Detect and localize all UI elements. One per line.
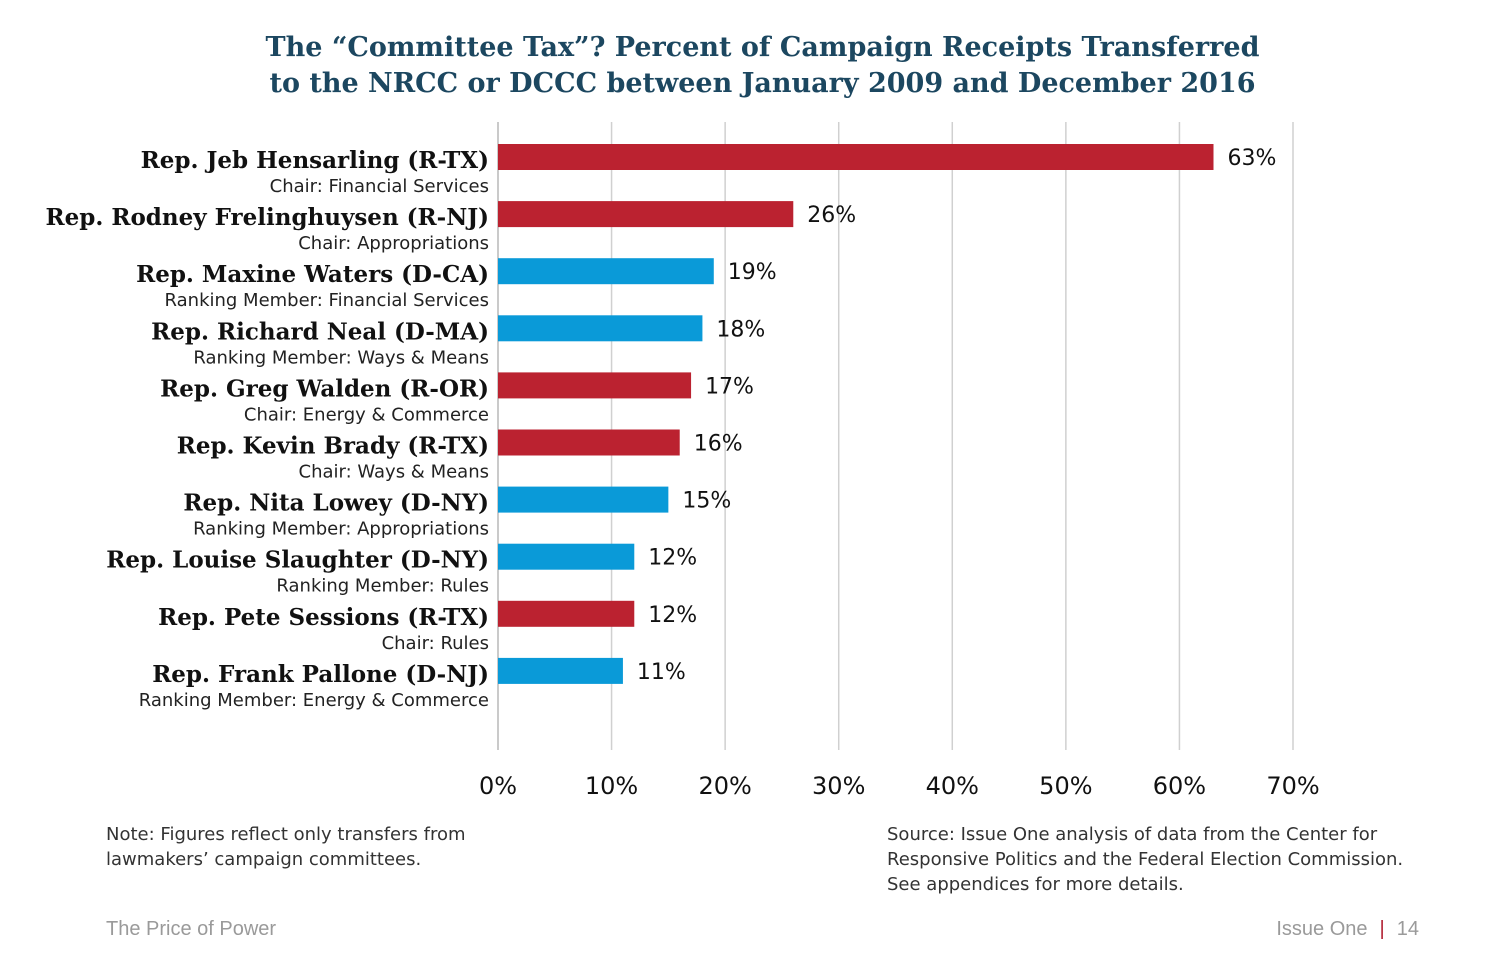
data-label: 26% xyxy=(807,203,856,228)
x-tick-label: 60% xyxy=(1153,772,1206,800)
x-tick-label: 30% xyxy=(812,772,865,800)
category-role-label: Ranking Member: Ways & Means xyxy=(193,347,489,368)
category-role-label: Chair: Rules xyxy=(382,633,489,654)
source-line1: Source: Issue One analysis of data from … xyxy=(887,824,1378,845)
x-tick-label: 50% xyxy=(1039,772,1092,800)
note-line1: Note: Figures reflect only transfers fro… xyxy=(106,824,466,845)
footer-page-number: 14 xyxy=(1396,918,1419,940)
chart-title: The “Committee Tax”? Percent of Campaign… xyxy=(0,30,1505,102)
category-role-label: Chair: Appropriations xyxy=(298,233,489,254)
category-label: Rep. Frank Pallone (D-NJ) xyxy=(152,661,489,688)
category-label: Rep. Richard Neal (D-MA) xyxy=(151,318,489,345)
data-label: 15% xyxy=(682,489,731,514)
category-label: Rep. Kevin Brady (R-TX) xyxy=(177,433,489,460)
note-line2: lawmakers’ campaign committees. xyxy=(106,849,422,870)
data-label: 11% xyxy=(637,660,686,685)
data-label: 12% xyxy=(648,603,697,628)
bar xyxy=(498,429,680,456)
bar xyxy=(498,486,669,513)
footer-org: Issue One xyxy=(1276,918,1368,940)
footer-separator: | xyxy=(1379,918,1385,940)
data-label: 19% xyxy=(728,260,777,285)
chart-title-line2: to the NRCC or DCCC between January 2009… xyxy=(269,68,1256,99)
footer-publication: The Price of Power xyxy=(106,918,277,940)
bar xyxy=(498,543,635,570)
bar xyxy=(498,315,703,342)
bar xyxy=(498,372,692,399)
category-label: Rep. Rodney Frelinghuysen (R-NJ) xyxy=(45,204,489,231)
footer-page-info: Issue One | 14 xyxy=(1276,918,1419,941)
data-label: 12% xyxy=(648,546,697,571)
bar xyxy=(498,258,714,285)
category-role-label: Chair: Financial Services xyxy=(270,176,489,197)
x-tick-label: 70% xyxy=(1266,772,1319,800)
data-label: 18% xyxy=(716,317,765,342)
data-label: 63% xyxy=(1228,146,1277,171)
category-label: Rep. Maxine Waters (D-CA) xyxy=(136,261,489,288)
category-role-label: Ranking Member: Rules xyxy=(276,576,489,597)
category-role-label: Ranking Member: Appropriations xyxy=(193,519,489,540)
category-label: Rep. Pete Sessions (R-TX) xyxy=(158,604,489,631)
category-role-label: Chair: Energy & Commerce xyxy=(244,404,489,425)
bar xyxy=(498,201,794,228)
chart-note: Note: Figures reflect only transfers fro… xyxy=(106,822,526,872)
chart-source: Source: Issue One analysis of data from … xyxy=(887,822,1447,897)
bar xyxy=(498,144,1214,170)
bar xyxy=(498,600,635,627)
x-tick-label: 0% xyxy=(479,772,517,800)
bar xyxy=(498,657,623,684)
data-label: 17% xyxy=(705,374,754,399)
category-role-label: Chair: Ways & Means xyxy=(299,462,490,483)
chart-title-line1: The “Committee Tax”? Percent of Campaign… xyxy=(265,32,1260,63)
source-line3: See appendices for more details. xyxy=(887,874,1184,895)
category-role-label: Ranking Member: Energy & Commerce xyxy=(139,690,489,711)
category-label: Rep. Nita Lowey (D-NY) xyxy=(183,490,489,517)
data-label: 16% xyxy=(694,432,743,457)
category-label: Rep. Louise Slaughter (D-NY) xyxy=(106,547,489,574)
x-tick-label: 40% xyxy=(926,772,979,800)
category-label: Rep. Jeb Hensarling (R-TX) xyxy=(141,147,489,174)
source-line2: Responsive Politics and the Federal Elec… xyxy=(887,849,1404,870)
x-tick-label: 20% xyxy=(698,772,751,800)
category-label: Rep. Greg Walden (R-OR) xyxy=(160,375,489,402)
x-tick-label: 10% xyxy=(585,772,638,800)
category-role-label: Ranking Member: Financial Services xyxy=(165,290,489,311)
